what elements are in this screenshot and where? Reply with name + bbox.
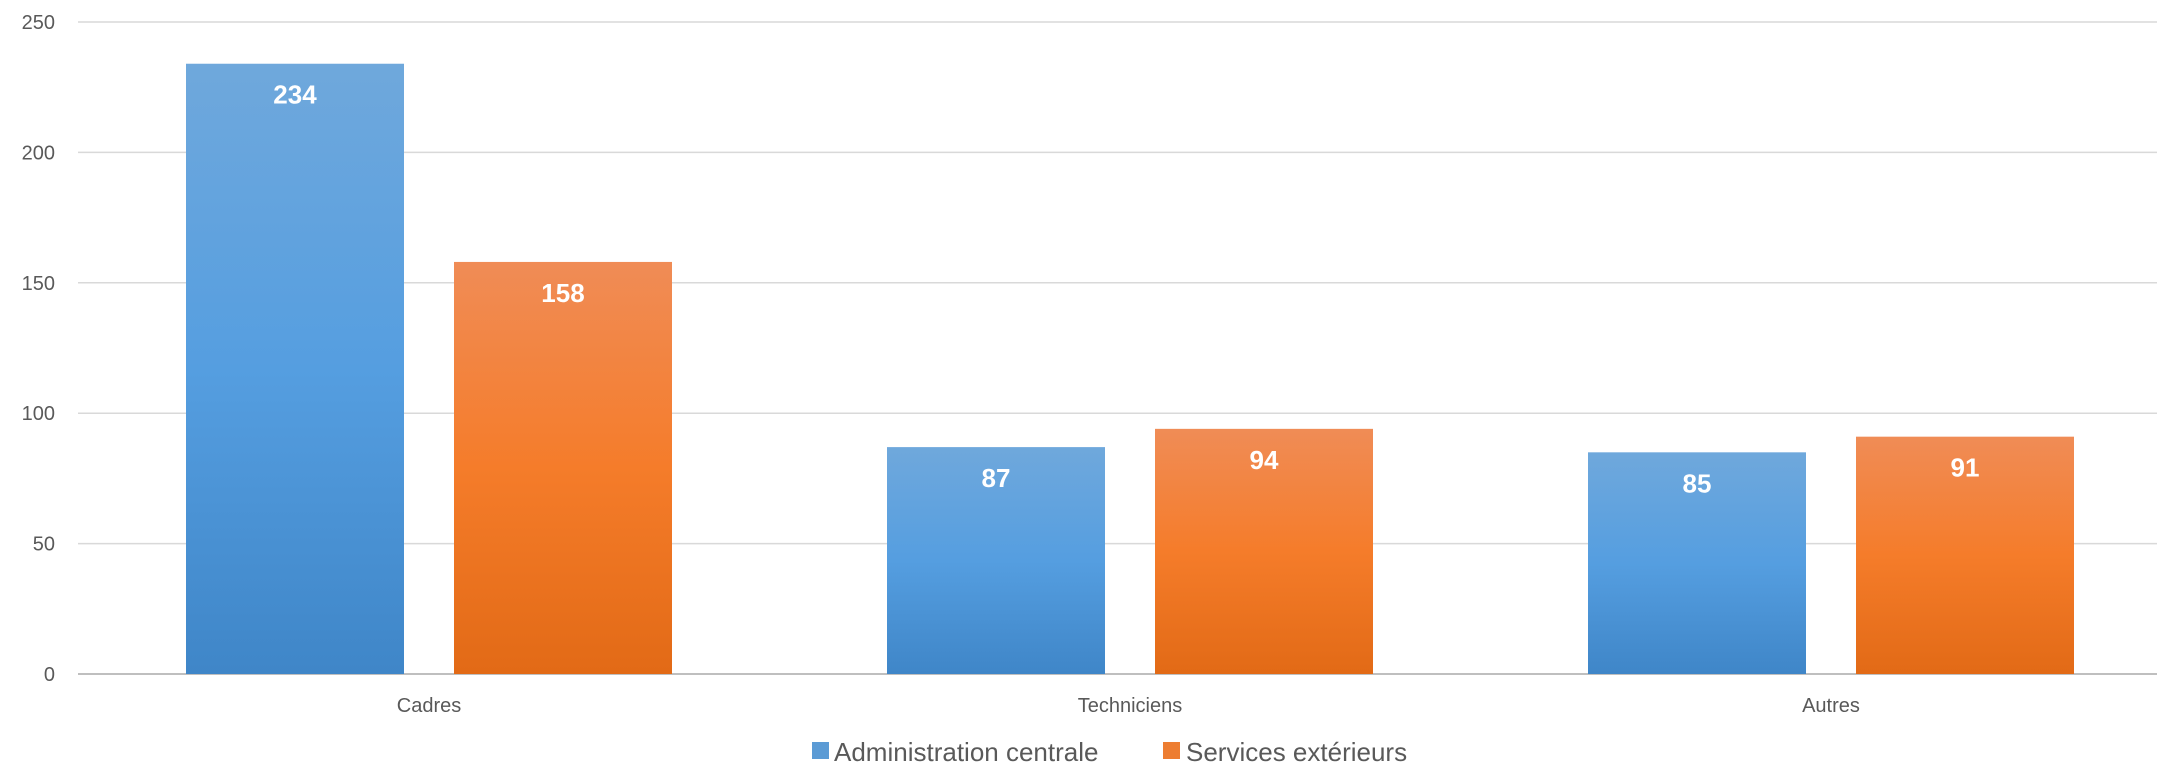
x-category-label: Autres (1802, 695, 1860, 717)
y-tick-label: 50 (33, 534, 55, 556)
x-category-label: Cadres (397, 695, 461, 717)
y-tick-label: 0 (44, 664, 55, 686)
x-axis-category-labels: Cadres Techniciens Autres (397, 695, 1860, 717)
bar-services-exterieurs-cadres (454, 261, 672, 674)
data-label: 234 (273, 80, 317, 110)
legend: Administration centrale Services extérieu… (812, 737, 1407, 767)
data-labels: 234 87 85 158 94 91 (273, 80, 1979, 499)
data-label: 158 (541, 278, 584, 308)
data-label: 87 (982, 463, 1011, 493)
legend-swatch (1163, 742, 1180, 759)
data-label: 85 (1683, 468, 1712, 498)
bars (186, 63, 2074, 674)
legend-swatch (812, 742, 829, 759)
bar-services-exterieurs-techniciens (1155, 428, 1373, 674)
y-tick-label: 150 (22, 273, 55, 295)
bar-services-exterieurs-autres (1856, 436, 2074, 674)
data-label: 91 (1951, 453, 1980, 483)
gridlines (78, 21, 2157, 675)
legend-entry: Services extérieurs (1186, 737, 1407, 767)
data-label: 94 (1250, 445, 1279, 475)
bar-administration-centrale-autres (1588, 452, 1806, 674)
legend-entry: Administration centrale (834, 737, 1098, 767)
bar-administration-centrale-techniciens (887, 447, 1105, 674)
y-tick-label: 250 (22, 12, 55, 34)
bar-administration-centrale-cadres (186, 63, 404, 674)
y-tick-label: 100 (22, 403, 55, 425)
y-tick-label: 200 (22, 142, 55, 164)
y-axis-tick-labels: 0 50 100 150 200 250 (22, 12, 55, 686)
x-category-label: Techniciens (1078, 695, 1183, 717)
